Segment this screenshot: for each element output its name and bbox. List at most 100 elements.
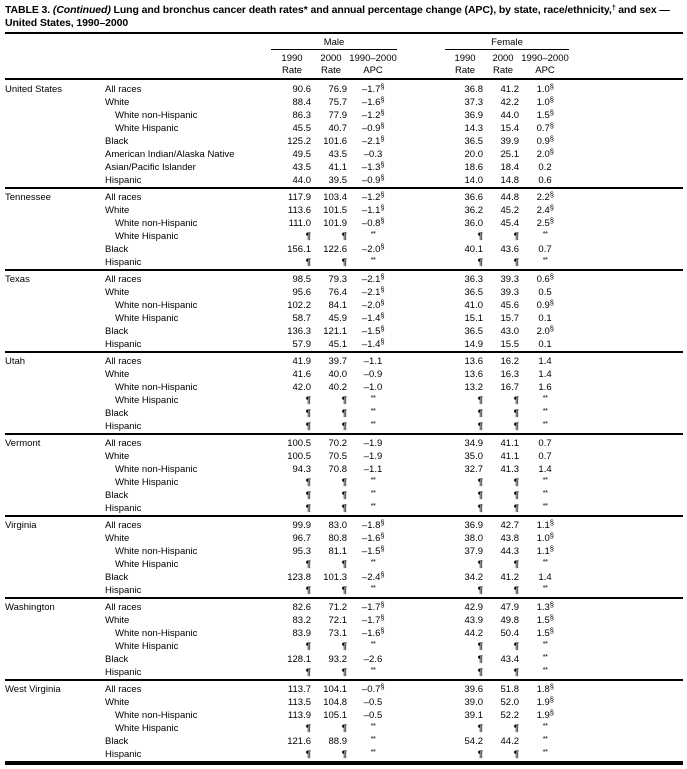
- spacer: [569, 532, 683, 545]
- significance-marker: §: [549, 517, 554, 527]
- state-label: [5, 748, 105, 763]
- significance-marker: §: [549, 81, 554, 91]
- value: 113.9: [287, 710, 311, 721]
- value: 0.1: [538, 339, 552, 350]
- value: 36.9: [464, 520, 484, 531]
- female-1990-rate: 36.8: [445, 79, 485, 96]
- state-label: [5, 109, 105, 122]
- female-1990-rate: ¶: [445, 394, 485, 407]
- male-apc: –1.6§: [349, 626, 397, 640]
- not-calculated-marker: **: [370, 405, 376, 415]
- race-ethnicity-label: White non-Hispanic: [115, 300, 198, 311]
- not-calculated-marker: **: [370, 474, 376, 484]
- value: –1.3: [361, 162, 381, 173]
- male-apc: **: [349, 393, 397, 407]
- table-row: Hispanic ¶ ¶ ** ¶ ¶ **: [5, 500, 683, 516]
- race-ethnicity-label: White Hispanic: [115, 559, 179, 570]
- male-2000-rate: 104.1: [313, 679, 349, 696]
- male-2000-rate: 39.5: [313, 174, 349, 188]
- male-apc: **: [349, 229, 397, 243]
- female-apc: 0.9§: [521, 298, 569, 312]
- female-apc: 0.7§: [521, 121, 569, 135]
- table-row: Utah All races 41.9 39.7 –1.1 13.6 16.2 1.4: [5, 351, 684, 368]
- male-apc: –0.8§: [349, 216, 397, 230]
- race-ethnicity-label: White non-Hispanic: [115, 546, 198, 557]
- female-1990-rate: 36.6: [445, 187, 486, 204]
- female-1990-rate: ¶: [445, 230, 485, 243]
- value: 113.7: [287, 684, 311, 695]
- value: 1.4: [538, 572, 552, 583]
- female-2000-rate: 52.0: [485, 696, 521, 709]
- value: 1.9: [536, 697, 550, 708]
- race-ethnicity-label: All races: [105, 515, 271, 532]
- spacer: [569, 653, 683, 666]
- female-2000-rate: 44.8: [485, 187, 522, 204]
- female-1990-rate: ¶: [445, 748, 485, 763]
- not-calculated-marker: **: [370, 746, 376, 756]
- value: 52.2: [500, 710, 520, 721]
- male-2000-rate: 93.2: [313, 653, 349, 666]
- female-2000-rate: 44.2: [485, 735, 521, 748]
- state-label: [5, 709, 105, 722]
- value: –1.4: [361, 313, 381, 324]
- race-ethnicity-label: White Hispanic: [115, 477, 179, 488]
- female-apc: 2.5§: [521, 216, 569, 230]
- male-1990-rate: 123.8: [271, 571, 313, 584]
- spacer: [397, 696, 445, 709]
- value: 128.1: [287, 654, 311, 665]
- table-row: White Hispanic ¶ ¶ ** ¶ ¶ **: [5, 638, 683, 653]
- state-label: [5, 476, 105, 489]
- male-1990-rate: 111.0: [271, 217, 313, 230]
- female-2000-rate: 43.8: [485, 532, 521, 545]
- title-part3: and sex — United States, 1990–2000: [5, 4, 670, 29]
- female-1990-rate: 36.9: [445, 515, 486, 532]
- value: 43.4: [500, 654, 520, 665]
- title-part1: Lung and bronchus cancer death rates: [110, 4, 304, 16]
- not-calculated-marker: **: [370, 254, 376, 264]
- spacer: [569, 502, 683, 516]
- spacer: [569, 96, 683, 109]
- female-group-header: Female: [445, 33, 570, 50]
- value: –0.3: [363, 149, 383, 160]
- female-1990-rate: 14.9: [445, 338, 485, 352]
- table-row: White Hispanic ¶ ¶ ** ¶ ¶ **: [5, 393, 683, 407]
- value: 86.3: [292, 110, 312, 121]
- value: 2.0: [536, 149, 550, 160]
- spacer: [397, 433, 446, 450]
- state-label: [5, 666, 105, 680]
- female-1990-rate: 36.2: [445, 204, 485, 217]
- spacer: [569, 584, 683, 598]
- male-2000-rate: 88.9: [313, 735, 349, 748]
- spacer: [397, 174, 445, 188]
- value: 36.8: [464, 84, 484, 95]
- female-apc: 2.2§: [521, 187, 570, 204]
- female-apc-header: 1990–2000 APC: [521, 49, 570, 80]
- value: –0.7: [361, 684, 381, 695]
- not-calculated-marker: **: [542, 418, 548, 428]
- not-calculated-marker: **: [542, 638, 548, 648]
- value: 41.3: [500, 464, 520, 475]
- female-2000-rate: 45.4: [485, 217, 521, 230]
- male-1990-rate: ¶: [271, 584, 313, 598]
- male-1990-rate: 102.2: [271, 299, 313, 312]
- not-calculated-marker: **: [542, 500, 548, 510]
- male-apc: –1.1§: [349, 203, 397, 217]
- value: 44.2: [500, 736, 520, 747]
- female-apc: 1.0§: [521, 95, 569, 109]
- not-calculated-marker: **: [542, 556, 548, 566]
- female-1990-rate: 13.2: [445, 381, 485, 394]
- value: 0.7: [538, 244, 552, 255]
- spacer: [569, 476, 683, 489]
- spacer: [569, 299, 683, 312]
- not-calculated-marker: **: [370, 733, 376, 743]
- table-row: White non-Hispanic 94.3 70.8 –1.1 32.7 41.3 1.…: [5, 463, 683, 476]
- race-ethnicity-label: Black: [105, 136, 129, 147]
- male-1990-rate: 44.0: [271, 174, 313, 188]
- value: 99.9: [292, 520, 312, 531]
- spacer: [397, 627, 445, 640]
- value: –1.7: [361, 84, 381, 95]
- male-2000-rate: ¶: [313, 256, 349, 270]
- female-2000-rate: 45.2: [485, 204, 521, 217]
- female-2000-rate: 15.4: [485, 122, 521, 135]
- state-label: [5, 696, 105, 709]
